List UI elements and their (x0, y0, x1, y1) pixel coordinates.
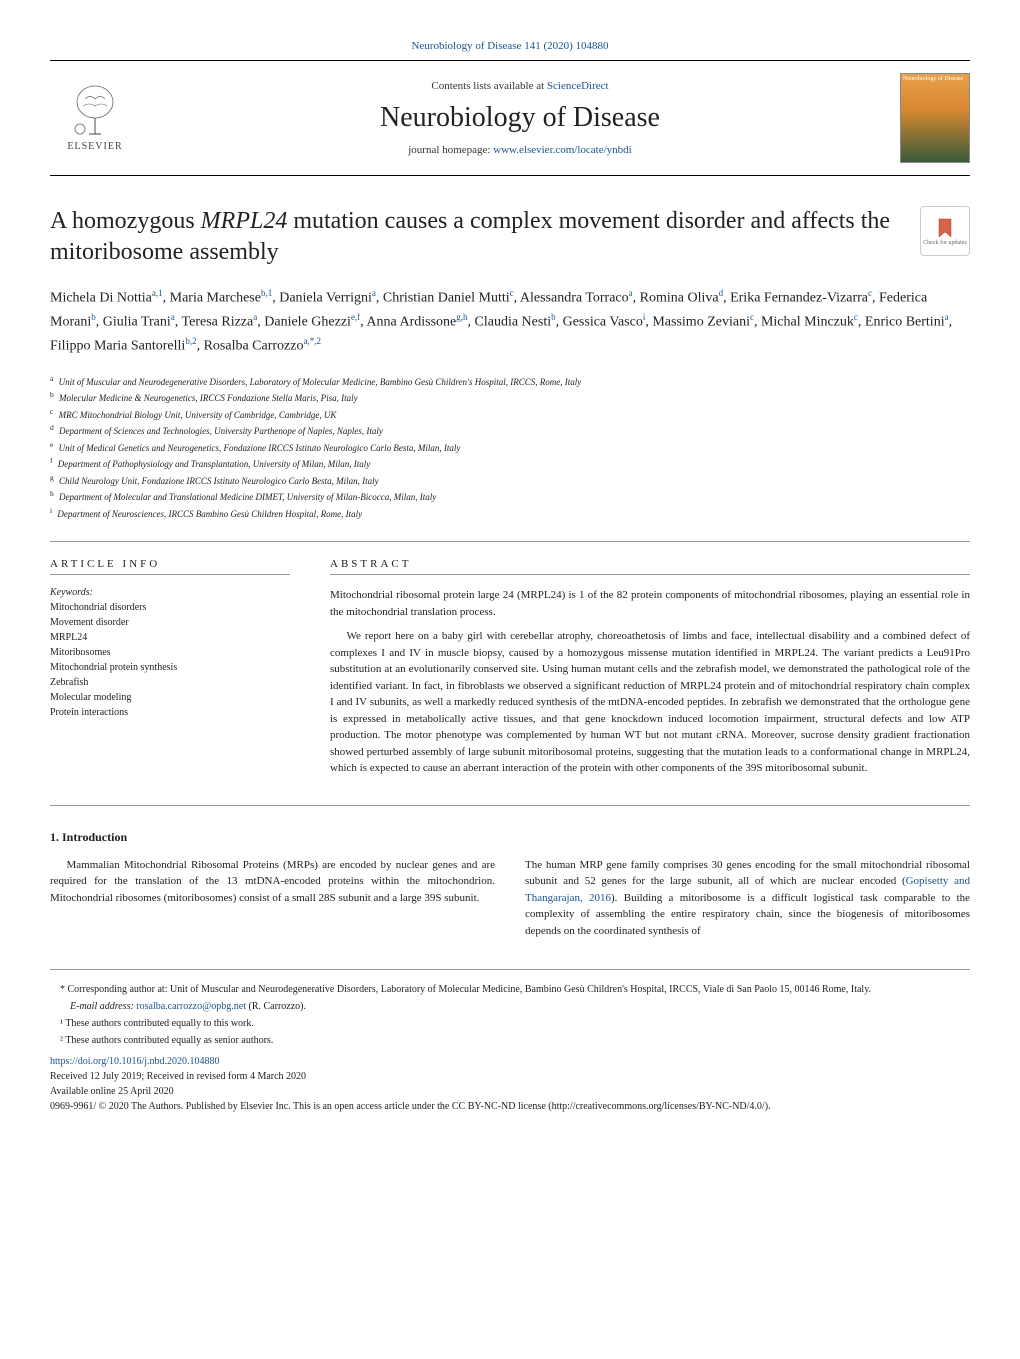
affiliation-item: c MRC Mitochondrial Biology Unit, Univer… (50, 406, 970, 423)
affiliation-item: f Department of Pathophysiology and Tran… (50, 455, 970, 472)
affiliation-item: a Unit of Muscular and Neurodegenerative… (50, 373, 970, 390)
abstract-column: ABSTRACT Mitochondrial ribosomal protein… (330, 558, 970, 785)
homepage-line: journal homepage: www.elsevier.com/locat… (140, 144, 900, 156)
keywords-list: Mitochondrial disordersMovement disorder… (50, 600, 290, 720)
abstract-header: ABSTRACT (330, 558, 970, 575)
copyright-line: 0969-9961/ © 2020 The Authors. Published… (50, 1099, 970, 1114)
keyword-item: Mitochondrial disorders (50, 600, 290, 615)
intro-col2-a: The human MRP gene family comprises 30 g… (525, 859, 970, 888)
abstract-p2: We report here on a baby girl with cereb… (330, 628, 970, 777)
intro-col1-text: Mammalian Mitochondrial Ribosomal Protei… (50, 857, 495, 907)
journal-reference: Neurobiology of Disease 141 (2020) 10488… (50, 40, 970, 52)
title-part-a: A homozygous (50, 208, 201, 234)
corresponding-author: * Corresponding author at: Unit of Muscu… (50, 982, 970, 997)
abstract-p1: Mitochondrial ribosomal protein large 24… (330, 587, 970, 620)
section-divider (50, 541, 970, 542)
contents-line: Contents lists available at ScienceDirec… (140, 80, 900, 92)
email-label: E-mail address: (70, 1001, 136, 1012)
keyword-item: Mitochondrial protein synthesis (50, 660, 290, 675)
email-link[interactable]: rosalba.carrozzo@opbg.net (136, 1001, 246, 1012)
journal-header: ELSEVIER Contents lists available at Sci… (50, 60, 970, 176)
updates-label: Check for updates (923, 240, 967, 246)
affiliations-list: a Unit of Muscular and Neurodegenerative… (50, 373, 970, 522)
article-title: A homozygous MRPL24 mutation causes a co… (50, 206, 900, 268)
header-center: Contents lists available at ScienceDirec… (140, 80, 900, 156)
footer-divider (50, 969, 970, 970)
bookmark-icon (933, 216, 957, 240)
keywords-label: Keywords: (50, 587, 290, 598)
title-gene: MRPL24 (201, 208, 288, 234)
journal-reference-link[interactable]: Neurobiology of Disease 141 (2020) 10488… (411, 40, 608, 52)
publication-info: https://doi.org/10.1016/j.nbd.2020.10488… (50, 1054, 970, 1114)
email-line: E-mail address: rosalba.carrozzo@opbg.ne… (50, 999, 970, 1014)
info-abstract-row: ARTICLE INFO Keywords: Mitochondrial dis… (50, 558, 970, 785)
elsevier-tree-icon (65, 84, 125, 139)
intro-col2-text: The human MRP gene family comprises 30 g… (525, 857, 970, 940)
footnotes: * Corresponding author at: Unit of Muscu… (50, 982, 970, 1048)
email-name: (R. Carrozzo). (246, 1001, 306, 1012)
affiliation-item: g Child Neurology Unit, Fondazione IRCCS… (50, 472, 970, 489)
footnote-1: ¹ These authors contributed equally to t… (50, 1016, 970, 1031)
publisher-name: ELSEVIER (67, 141, 122, 152)
cover-thumb-label: Neurobiology of Disease (903, 76, 963, 82)
section-divider (50, 805, 970, 806)
intro-col-left: Mammalian Mitochondrial Ribosomal Protei… (50, 857, 495, 940)
intro-columns: Mammalian Mitochondrial Ribosomal Protei… (50, 857, 970, 940)
journal-name: Neurobiology of Disease (140, 102, 900, 134)
journal-cover-thumbnail: Neurobiology of Disease (900, 73, 970, 163)
check-updates-badge[interactable]: Check for updates (920, 206, 970, 256)
sciencedirect-link[interactable]: ScienceDirect (547, 80, 609, 92)
homepage-link[interactable]: www.elsevier.com/locate/ynbdi (493, 144, 632, 156)
article-info-column: ARTICLE INFO Keywords: Mitochondrial dis… (50, 558, 290, 785)
received-date: Received 12 July 2019; Received in revis… (50, 1069, 970, 1084)
elsevier-logo: ELSEVIER (50, 73, 140, 163)
keyword-item: Mitoribosomes (50, 645, 290, 660)
affiliation-item: d Department of Sciences and Technologie… (50, 422, 970, 439)
affiliation-item: h Department of Molecular and Translatio… (50, 488, 970, 505)
available-date: Available online 25 April 2020 (50, 1084, 970, 1099)
affiliation-item: b Molecular Medicine & Neurogenetics, IR… (50, 389, 970, 406)
title-row: A homozygous MRPL24 mutation causes a co… (50, 206, 970, 268)
keyword-item: Protein interactions (50, 705, 290, 720)
introduction-section: 1. Introduction Mammalian Mitochondrial … (50, 830, 970, 940)
abstract-text: Mitochondrial ribosomal protein large 24… (330, 587, 970, 777)
footnote-2: ² These authors contributed equally as s… (50, 1033, 970, 1048)
keyword-item: MRPL24 (50, 630, 290, 645)
authors-list: Michela Di Nottiaa,1, Maria Marcheseb,1,… (50, 286, 970, 358)
introduction-header: 1. Introduction (50, 830, 970, 845)
keyword-item: Zebrafish (50, 675, 290, 690)
doi-link[interactable]: https://doi.org/10.1016/j.nbd.2020.10488… (50, 1056, 220, 1067)
homepage-text: journal homepage: (408, 144, 493, 156)
contents-text: Contents lists available at (431, 80, 546, 92)
article-info-header: ARTICLE INFO (50, 558, 290, 575)
affiliation-item: e Unit of Medical Genetics and Neurogene… (50, 439, 970, 456)
affiliation-item: i Department of Neurosciences, IRCCS Bam… (50, 505, 970, 522)
intro-col-right: The human MRP gene family comprises 30 g… (525, 857, 970, 940)
keyword-item: Molecular modeling (50, 690, 290, 705)
keyword-item: Movement disorder (50, 615, 290, 630)
